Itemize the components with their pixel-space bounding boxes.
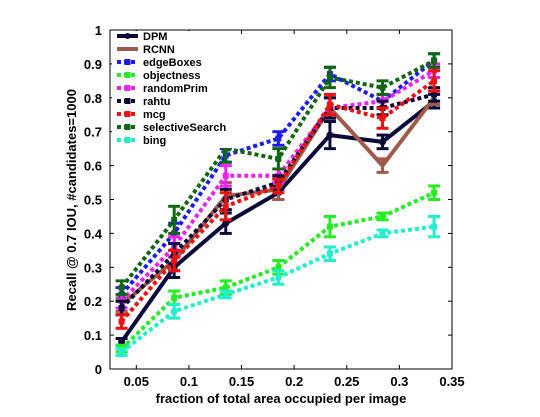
data-point bbox=[431, 223, 438, 230]
series-bing bbox=[115, 214, 441, 357]
x-tick-label: 0.3 bbox=[390, 374, 408, 389]
legend-marker bbox=[124, 33, 131, 39]
legend-label: bing bbox=[143, 135, 166, 147]
data-point bbox=[326, 131, 334, 139]
data-point bbox=[379, 84, 386, 91]
data-point bbox=[326, 250, 333, 257]
x-tick-label: 0.35 bbox=[439, 374, 464, 389]
x-tick-label: 0.15 bbox=[229, 374, 254, 389]
x-tick-label: 0.05 bbox=[124, 374, 149, 389]
data-point bbox=[379, 230, 386, 237]
data-point bbox=[326, 74, 333, 81]
data-point bbox=[275, 274, 282, 281]
x-tick-label: 0.2 bbox=[285, 374, 303, 389]
y-tick-label: 0.9 bbox=[84, 57, 102, 72]
legend: DPMRCNNedgeBoxesobjectnessrandomPrimraht… bbox=[112, 31, 240, 148]
data-point bbox=[118, 349, 125, 356]
data-point bbox=[171, 294, 178, 301]
data-point bbox=[431, 57, 438, 64]
x-tick-label: 0.1 bbox=[180, 374, 198, 389]
data-point bbox=[118, 284, 125, 291]
y-tick-label: 0.6 bbox=[84, 159, 102, 174]
data-point bbox=[171, 257, 178, 264]
data-point bbox=[431, 77, 438, 84]
series-layer bbox=[115, 52, 441, 357]
data-point bbox=[431, 91, 438, 98]
y-axis-label: Recall @ 0.7 IOU, #candidates=1000 bbox=[64, 89, 79, 311]
series-mcg bbox=[115, 69, 441, 330]
data-point bbox=[171, 308, 178, 315]
data-point bbox=[118, 318, 125, 325]
y-tick-label: 0.2 bbox=[84, 294, 102, 309]
legend-label: objectness bbox=[143, 70, 200, 82]
legend-marker bbox=[124, 111, 131, 117]
legend-label: selectiveSearch bbox=[143, 122, 226, 134]
data-point bbox=[222, 203, 229, 210]
data-point bbox=[222, 291, 229, 298]
legend-label: edgeBoxes bbox=[143, 57, 202, 69]
y-tick-label: 0.8 bbox=[84, 91, 102, 106]
data-point bbox=[379, 213, 386, 220]
legend-label: RCNN bbox=[143, 44, 175, 56]
data-point bbox=[379, 138, 387, 146]
x-axis-label: fraction of total area occupied per imag… bbox=[156, 391, 407, 406]
data-point bbox=[222, 172, 229, 179]
y-tick-label: 0.3 bbox=[84, 260, 102, 275]
legend-label: mcg bbox=[143, 109, 166, 121]
legend-marker bbox=[124, 137, 131, 143]
data-point bbox=[222, 219, 230, 227]
y-tick-label: 0.1 bbox=[84, 328, 102, 343]
legend-marker bbox=[124, 85, 131, 91]
legend-label: DPM bbox=[143, 31, 167, 43]
legend-marker bbox=[124, 59, 131, 65]
data-point bbox=[275, 264, 282, 271]
legend-label: rahtu bbox=[143, 96, 171, 108]
data-point bbox=[379, 115, 386, 122]
data-point bbox=[118, 304, 125, 311]
y-tick-label: 1 bbox=[95, 23, 102, 38]
axis-layer: 0.05 0.1 0.15 0.2 0.25 0.3 0.35 0 0.1 0.2 0.3 0.4 0.… bbox=[84, 23, 465, 389]
data-point bbox=[275, 135, 282, 142]
data-point bbox=[326, 101, 333, 108]
legend-marker bbox=[124, 124, 131, 130]
y-tick-label: 0 bbox=[95, 362, 102, 377]
y-tick-label: 0.7 bbox=[84, 125, 102, 140]
data-point bbox=[431, 189, 438, 196]
data-point bbox=[222, 284, 229, 291]
data-point bbox=[171, 216, 178, 223]
data-point bbox=[326, 223, 333, 230]
data-point bbox=[275, 155, 282, 162]
y-tick-label: 0.5 bbox=[84, 193, 102, 208]
y-tick-label: 0.4 bbox=[84, 226, 103, 241]
legend-marker bbox=[124, 98, 131, 104]
data-point bbox=[118, 338, 126, 346]
x-tick-label: 0.25 bbox=[334, 374, 359, 389]
legend-marker bbox=[124, 72, 131, 78]
legend-label: randomPrim bbox=[143, 83, 208, 95]
data-point bbox=[275, 182, 282, 189]
data-point bbox=[222, 145, 229, 152]
